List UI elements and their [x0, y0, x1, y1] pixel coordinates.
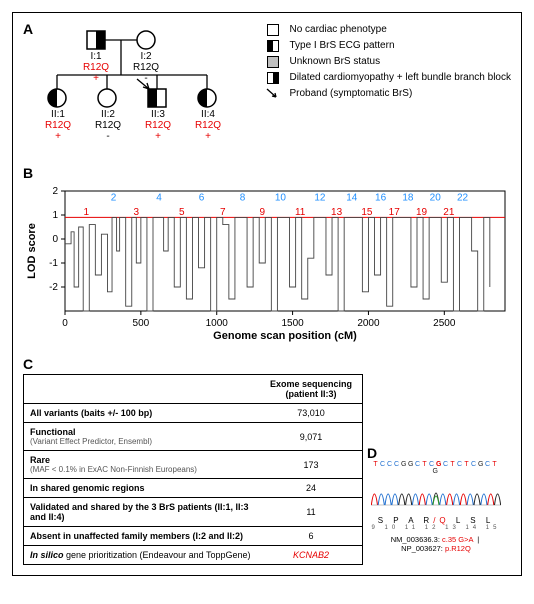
variant-notation: NM_003636.3: c.35 G>A | NP_003627: p.R12…	[371, 535, 501, 553]
svg-text:1: 1	[83, 207, 89, 218]
svg-text:0: 0	[62, 318, 68, 329]
ped-id: II:4	[201, 109, 215, 120]
ped-id: I:2	[140, 51, 151, 62]
panel-d: D TCCCGGCTCGCTCTCGCTG S P A R/Q L S L 9 …	[371, 451, 501, 553]
svg-text:8: 8	[240, 193, 246, 204]
svg-text:5: 5	[179, 207, 185, 218]
ped-geno: R12Q +	[145, 120, 171, 142]
svg-text:1500: 1500	[281, 318, 304, 329]
svg-text:14: 14	[346, 193, 358, 204]
svg-text:6: 6	[199, 193, 205, 204]
ped-geno: R12Q +	[45, 120, 71, 142]
svg-text:1000: 1000	[206, 318, 229, 329]
chromatogram	[371, 475, 501, 509]
panel-d-label: D	[367, 445, 377, 461]
sequence-letters: TCCCGGCTCGCTCTCGCTG	[371, 461, 501, 475]
legend-sym-empty	[267, 24, 279, 36]
ped-id: II:2	[101, 109, 115, 120]
variant-filter-table: Exome sequencing(patient II:3)All varian…	[23, 374, 363, 565]
ped-geno: R12Q -	[133, 62, 159, 84]
legend-sym-halfL	[267, 40, 279, 52]
legend-text: Unknown BrS status	[289, 55, 380, 69]
svg-text:2500: 2500	[433, 318, 456, 329]
ped-geno: R12Q -	[95, 120, 121, 142]
legend-arrow-icon	[266, 88, 280, 100]
panel-a: A No cardiac phenotype Type I BrS ECG pa…	[23, 21, 511, 161]
svg-text:4: 4	[156, 193, 162, 204]
svg-text:12: 12	[314, 193, 326, 204]
svg-text:500: 500	[133, 318, 150, 329]
svg-text:16: 16	[375, 193, 387, 204]
ped-id: II:3	[151, 109, 165, 120]
svg-text:LOD score: LOD score	[26, 223, 38, 279]
legend-sym-halfR	[267, 72, 279, 84]
svg-text:13: 13	[331, 207, 343, 218]
svg-text:2: 2	[111, 193, 117, 204]
svg-text:20: 20	[430, 193, 442, 204]
lod-chart: -2-1012050010001500200025001234567891011…	[23, 183, 511, 343]
ped-geno: R12Q +	[83, 62, 109, 84]
panel-a-label: A	[23, 21, 33, 37]
svg-text:19: 19	[416, 207, 428, 218]
ped-id: I:1	[90, 51, 101, 62]
svg-text:Genome scan position (cM): Genome scan position (cM)	[213, 330, 357, 342]
ped-geno: R12Q +	[195, 120, 221, 142]
legend-text: No cardiac phenotype	[289, 23, 386, 37]
panel-c: C Exome sequencing(patient II:3)All vari…	[23, 356, 363, 565]
aa-positions: 9 10 11 12 13 14 15	[371, 525, 501, 531]
svg-text:3: 3	[134, 207, 140, 218]
panel-b: B -2-10120500100015002000250012345678910…	[23, 165, 511, 348]
svg-text:-1: -1	[49, 258, 58, 269]
svg-text:9: 9	[259, 207, 265, 218]
legend-text: Proband (symptomatic BrS)	[289, 87, 412, 101]
legend-text: Dilated cardiomyopathy + left bundle bra…	[289, 71, 511, 85]
panel-a-legend: No cardiac phenotype Type I BrS ECG patt…	[263, 23, 511, 103]
legend-text: Type I BrS ECG pattern	[289, 39, 394, 53]
svg-text:15: 15	[361, 207, 373, 218]
svg-text:7: 7	[220, 207, 226, 218]
legend-sym-grey	[267, 56, 279, 68]
aa-row: S P A R/Q L S L	[371, 516, 501, 525]
svg-text:18: 18	[402, 193, 414, 204]
svg-text:11: 11	[295, 207, 306, 218]
panel-c-label: C	[23, 356, 33, 372]
svg-text:22: 22	[457, 193, 469, 204]
svg-text:2000: 2000	[357, 318, 380, 329]
pedigree-diagram: I:1 R12Q + I:2 R12Q - II:1 R12Q + II:2 R…	[37, 25, 247, 155]
svg-text:-2: -2	[49, 282, 58, 293]
svg-text:21: 21	[443, 207, 455, 218]
panel-b-label: B	[23, 165, 33, 181]
svg-text:2: 2	[52, 186, 58, 197]
ped-id: II:1	[51, 109, 65, 120]
svg-text:10: 10	[275, 193, 287, 204]
svg-text:0: 0	[52, 234, 58, 245]
svg-text:17: 17	[389, 207, 401, 218]
svg-text:1: 1	[52, 210, 58, 221]
